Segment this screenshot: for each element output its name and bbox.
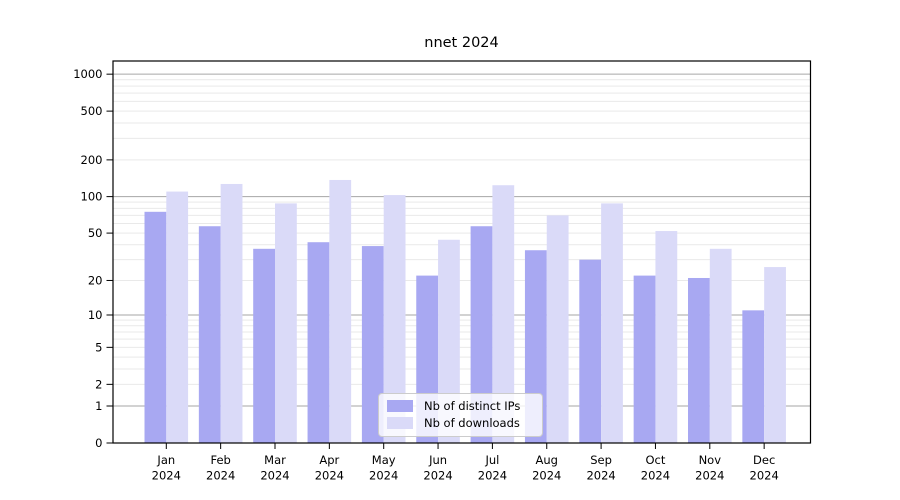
x-tick-label-month: Sep bbox=[590, 453, 612, 467]
legend-item-downloads: Nb of downloads bbox=[387, 416, 534, 430]
x-tick-label-year: 2024 bbox=[532, 469, 561, 483]
x-tick-label-year: 2024 bbox=[423, 469, 452, 483]
y-tick-label: 20 bbox=[88, 273, 103, 287]
x-tick-label-month: May bbox=[372, 453, 396, 467]
x-tick-label-year: 2024 bbox=[260, 469, 289, 483]
y-tick-label: 0 bbox=[95, 436, 102, 450]
legend-label-downloads: Nb of downloads bbox=[424, 416, 520, 431]
x-tick-label-year: 2024 bbox=[641, 469, 670, 483]
x-tick-label-year: 2024 bbox=[152, 469, 181, 483]
bar-jun-downloads bbox=[438, 239, 460, 443]
bar-jul-downloads bbox=[492, 185, 515, 443]
bar-nov-ips bbox=[688, 277, 710, 443]
x-tick-label-month: Mar bbox=[264, 453, 286, 467]
bar-dec-downloads bbox=[764, 267, 786, 443]
x-tick-label-year: 2024 bbox=[695, 469, 724, 483]
bar-apr-downloads bbox=[329, 179, 352, 443]
bar-nov-downloads bbox=[709, 248, 732, 443]
bar-oct-downloads bbox=[655, 231, 678, 443]
x-tick-label-year: 2024 bbox=[586, 469, 615, 483]
x-tick-label-month: Jul bbox=[484, 453, 499, 467]
y-tick-label: 10 bbox=[88, 308, 103, 322]
bar-jul-ips bbox=[470, 226, 493, 443]
bar-sep-downloads bbox=[601, 203, 623, 443]
x-tick-label-year: 2024 bbox=[478, 469, 507, 483]
x-tick-label-month: Aug bbox=[536, 453, 558, 467]
bar-apr-ips bbox=[307, 242, 330, 443]
y-tick-label: 200 bbox=[81, 153, 103, 167]
x-tick-label-year: 2024 bbox=[750, 469, 779, 483]
bar-aug-downloads bbox=[546, 215, 569, 443]
bar-oct-ips bbox=[633, 275, 656, 443]
y-tick-label: 5 bbox=[95, 340, 102, 354]
y-tick-label: 2 bbox=[95, 377, 102, 391]
bar-feb-downloads bbox=[220, 183, 243, 444]
legend-item-distinct-ips: Nb of distinct IPs bbox=[387, 399, 534, 413]
bar-mar-downloads bbox=[275, 203, 297, 443]
bar-mar-ips bbox=[253, 248, 275, 443]
x-tick-label-month: Apr bbox=[319, 453, 339, 467]
x-tick-label-year: 2024 bbox=[206, 469, 235, 483]
bar-dec-ips bbox=[742, 310, 765, 443]
x-tick-label-month: Jan bbox=[156, 453, 175, 467]
bar-sep-ips bbox=[579, 259, 602, 443]
bar-feb-ips bbox=[198, 226, 221, 443]
y-tick-label: 100 bbox=[81, 190, 103, 204]
x-tick-label-month: Jun bbox=[428, 453, 447, 467]
plot-frame bbox=[112, 60, 812, 444]
chart-title: nnet 2024 bbox=[424, 35, 499, 51]
legend-swatch-ips bbox=[387, 399, 413, 412]
legend-swatch-downloads bbox=[387, 417, 413, 430]
y-tick-label: 1000 bbox=[73, 67, 102, 81]
x-tick-label-year: 2024 bbox=[315, 469, 344, 483]
x-tick-label-year: 2024 bbox=[369, 469, 398, 483]
y-tick-label: 500 bbox=[81, 104, 103, 118]
x-tick-label-month: Nov bbox=[699, 453, 722, 467]
x-tick-label-month: Dec bbox=[753, 453, 775, 467]
y-tick-label: 50 bbox=[88, 226, 103, 240]
bar-jan-downloads bbox=[166, 191, 189, 443]
x-tick-label-month: Oct bbox=[646, 453, 666, 467]
x-tick-label-month: Feb bbox=[210, 453, 230, 467]
y-tick-label: 1 bbox=[95, 399, 102, 413]
bar-may-downloads bbox=[383, 195, 406, 443]
bar-jan-ips bbox=[144, 211, 167, 443]
legend: Nb of distinct IPs Nb of downloads bbox=[378, 392, 543, 437]
legend-label-distinct-ips: Nb of distinct IPs bbox=[424, 398, 521, 413]
